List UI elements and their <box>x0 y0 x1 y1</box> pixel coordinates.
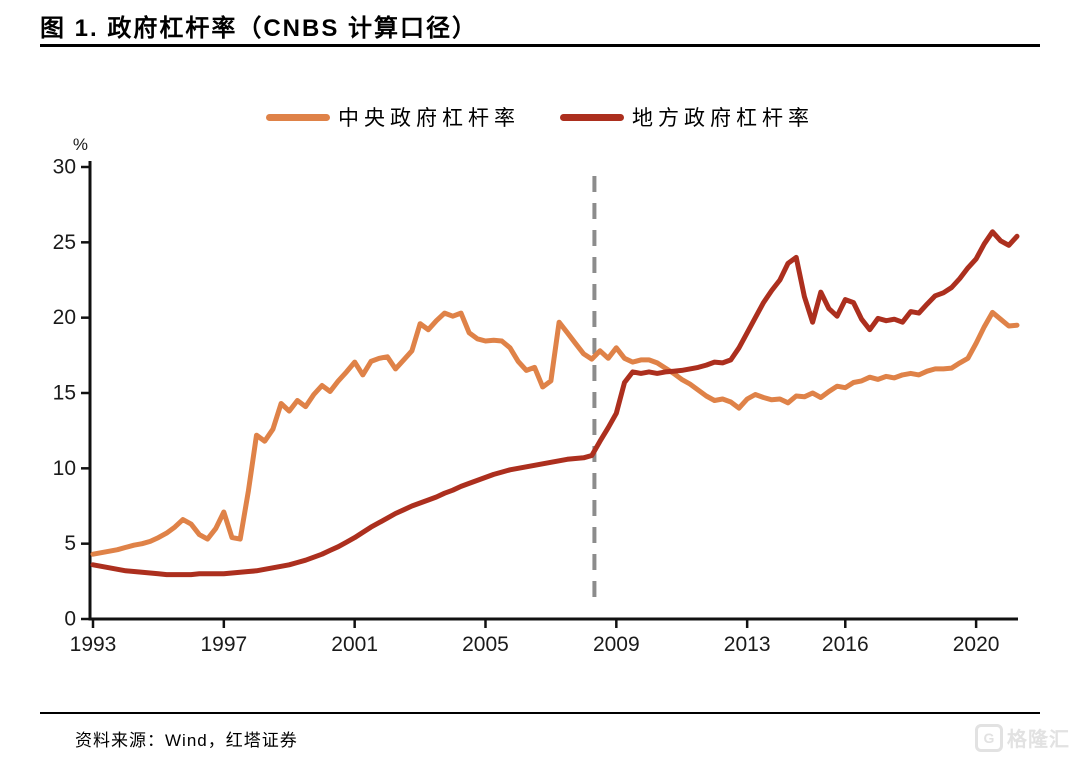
x-tick-label: 2020 <box>953 633 1000 656</box>
legend-item-central: 中央政府杠杆率 <box>266 102 520 132</box>
x-tick-label: 2001 <box>331 633 378 656</box>
source-note: 资料来源：Wind，红塔证券 <box>75 731 298 750</box>
chart-legend: 中央政府杠杆率 地方政府杠杆率 <box>0 102 1080 132</box>
gelonghui-logo-icon: G <box>975 723 1003 752</box>
y-tick-label: 25 <box>53 231 76 254</box>
x-tick-label: 2005 <box>462 633 509 656</box>
y-tick-label: 30 <box>53 156 76 179</box>
x-tick-label: 2013 <box>724 633 771 656</box>
legend-label-central: 中央政府杠杆率 <box>338 107 520 130</box>
footer-divider <box>40 712 1040 714</box>
legend-swatch-central-icon <box>266 113 330 121</box>
x-tick-label: 2009 <box>593 633 640 656</box>
x-tick-label: 1993 <box>70 633 117 656</box>
gelonghui-watermark: G 格隆汇 <box>975 723 1070 752</box>
y-tick-label: 20 <box>53 306 76 329</box>
y-tick-label: 15 <box>53 382 76 405</box>
legend-swatch-local-icon <box>560 113 624 121</box>
y-axis-unit-label: % <box>73 135 88 154</box>
legend-label-local: 地方政府杠杆率 <box>632 107 814 130</box>
y-tick-label: 5 <box>64 532 76 555</box>
gelonghui-logo-text: 格隆汇 <box>1007 729 1070 751</box>
figure-title: 图 1. 政府杠杆率（CNBS 计算口径） <box>40 15 479 42</box>
series-central-line <box>90 309 1020 557</box>
series-local-line <box>90 229 1020 578</box>
y-tick-label: 0 <box>64 608 76 631</box>
y-tick-label: 10 <box>53 457 76 480</box>
title-divider <box>40 44 1040 47</box>
legend-item-local: 地方政府杠杆率 <box>560 102 814 132</box>
x-tick-label: 1997 <box>200 633 247 656</box>
x-tick-label: 2016 <box>822 633 869 656</box>
